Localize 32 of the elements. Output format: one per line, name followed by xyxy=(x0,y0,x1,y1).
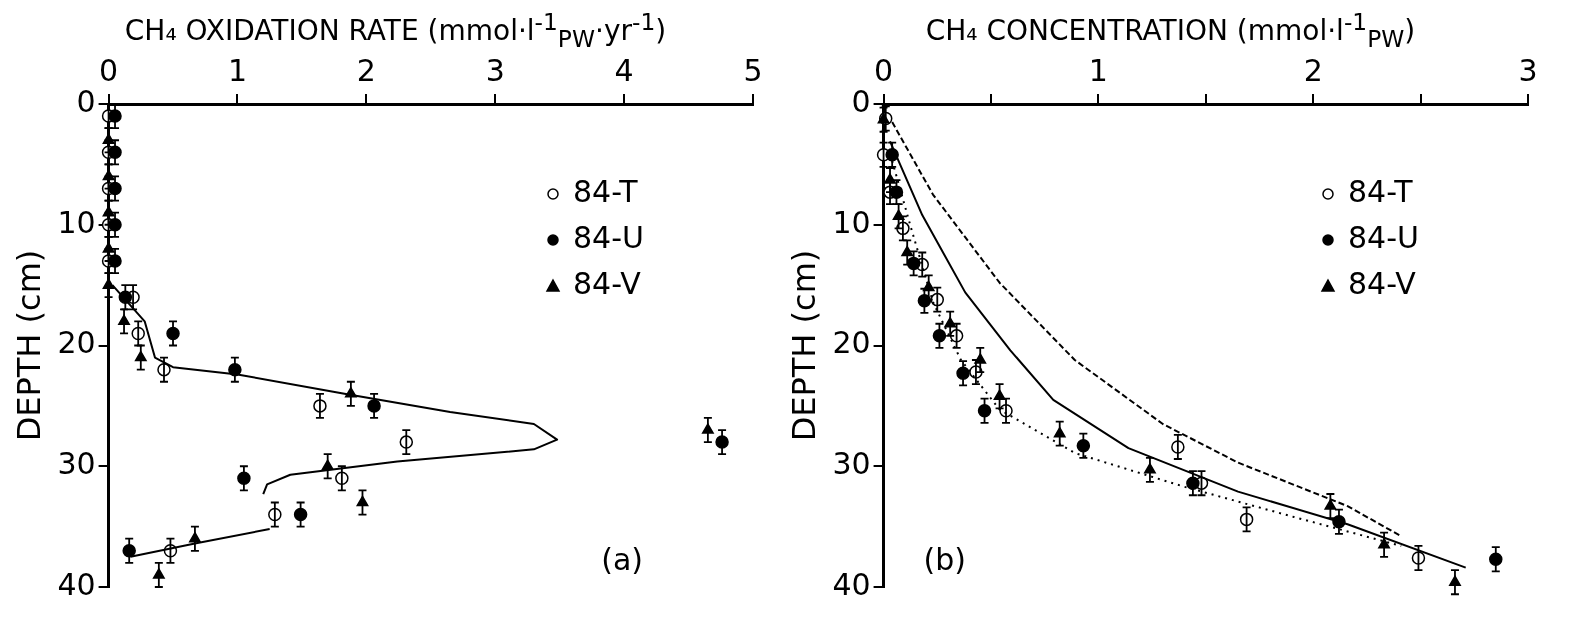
x-tick-label: 2 xyxy=(1303,52,1323,88)
annotation: (b) xyxy=(923,541,967,577)
x-axis-title: CH₄ CONCENTRATION (mmol·l$^{-1}$$_{PW}$) xyxy=(924,8,1417,53)
y-tick-label: 20 xyxy=(57,325,96,361)
y-axis-title: DEPTH (cm) xyxy=(784,249,823,442)
y-tick-label: 0 xyxy=(851,83,871,119)
y-tick-label: 0 xyxy=(76,83,96,119)
legend-label: 84-V xyxy=(1348,265,1417,301)
legend-label: 84-U xyxy=(1348,219,1419,255)
y-tick-label: 30 xyxy=(832,446,871,482)
legend-label: 84-T xyxy=(573,173,639,209)
x-tick-label: 0 xyxy=(99,52,119,88)
annotation: (a) xyxy=(601,541,643,577)
y-tick-label: 10 xyxy=(57,204,96,240)
y-tick-label: 30 xyxy=(57,446,96,482)
y-tick-label: 10 xyxy=(832,204,871,240)
x-tick-label: 1 xyxy=(227,52,248,88)
x-tick-label: 2 xyxy=(356,52,376,88)
x-tick-label: 4 xyxy=(614,52,634,88)
x-tick-label: 0 xyxy=(874,52,894,88)
x-axis-title: CH₄ OXIDATION RATE (mmol·l$^{-1}$$_{PW}$·yr$^{-1}$) xyxy=(123,8,668,53)
x-tick-label: 5 xyxy=(743,52,763,88)
legend-label: 84-T xyxy=(1348,173,1414,209)
x-tick-label: 1 xyxy=(1088,52,1108,88)
y-tick-label: 40 xyxy=(57,566,96,602)
y-tick-label: 40 xyxy=(832,566,871,602)
legend-label: 84-V xyxy=(573,265,642,301)
x-tick-label: 3 xyxy=(485,52,505,88)
y-tick-label: 20 xyxy=(832,325,871,361)
x-tick-label: 3 xyxy=(1518,52,1538,88)
y-axis-title: DEPTH (cm) xyxy=(9,249,48,442)
legend-label: 84-U xyxy=(573,219,644,255)
